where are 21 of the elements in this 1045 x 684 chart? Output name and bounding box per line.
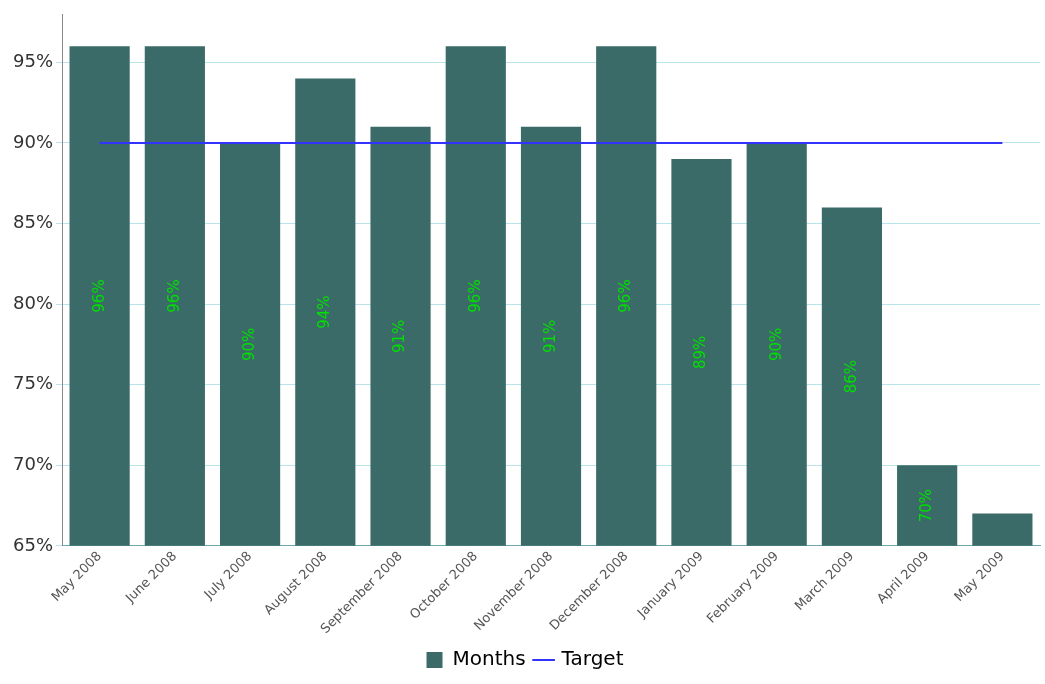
data-label: 94% <box>315 295 334 329</box>
y-tick-label: 80% <box>12 291 54 313</box>
data-label: 96% <box>616 279 635 313</box>
data-label: 96% <box>465 279 484 313</box>
y-tick-label: 70% <box>12 452 54 474</box>
y-tick-label: 65% <box>12 533 54 555</box>
data-label: 91% <box>390 319 409 353</box>
data-label: 91% <box>540 319 559 353</box>
legend-label: Months <box>452 646 526 671</box>
data-label: 90% <box>239 327 258 362</box>
y-tick-label: 95% <box>12 50 54 72</box>
data-label: 96% <box>164 279 183 313</box>
data-label: 70% <box>917 488 936 523</box>
data-label: 86% <box>841 359 860 394</box>
data-label: 96% <box>89 279 108 313</box>
data-label: 90% <box>766 327 785 362</box>
y-tick-label: 75% <box>12 372 54 394</box>
data-label: 89% <box>691 335 710 370</box>
y-tick-label: 90% <box>12 130 54 152</box>
y-tick-label: 85% <box>12 211 54 233</box>
legend-label: Target <box>560 646 624 671</box>
